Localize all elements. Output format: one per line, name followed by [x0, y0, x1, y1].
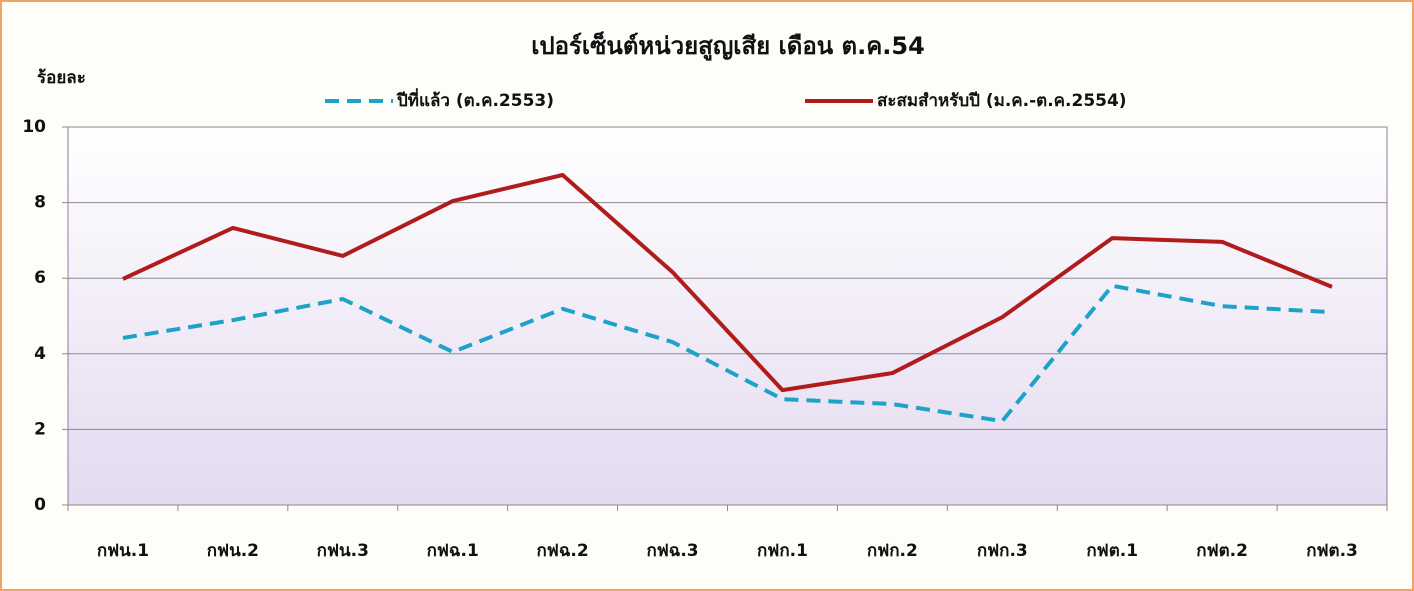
plot-area [67, 126, 1388, 506]
series-line [122, 283, 1333, 424]
y-tick-label: 6 [34, 268, 46, 288]
x-tick-label: กฟน.2 [207, 541, 259, 561]
x-tick-label: กฟฉ.2 [537, 541, 589, 561]
x-tick-label: กฟต.1 [1086, 541, 1138, 561]
y-tick-label: 4 [34, 344, 46, 364]
y-tick-label: 10 [22, 117, 46, 137]
series-line [122, 173, 1333, 393]
legend-label: สะสมสำหรับปี (ม.ค.-ต.ค.2554) [877, 90, 1127, 111]
y-tick-label: 8 [34, 193, 46, 213]
x-tick-label: กฟฉ.3 [646, 541, 698, 561]
x-tick-label: กฟก.2 [867, 541, 918, 561]
x-tick-label: กฟน.1 [97, 541, 149, 561]
chart-title: เปอร์เซ็นต์หน่วยสูญเสีย เดือน ต.ค.54 [531, 31, 925, 61]
x-tick-label: กฟต.3 [1306, 541, 1358, 561]
x-tick-label: กฟต.2 [1196, 541, 1248, 561]
x-tick-label: กฟก.3 [977, 541, 1028, 561]
y-tick-label: 2 [34, 419, 46, 439]
legend-label: ปีที่แล้ว (ต.ค.2553) [396, 88, 554, 111]
y-tick-label: 0 [34, 495, 46, 515]
x-tick-label: กฟก.1 [757, 541, 808, 561]
x-tick-label: กฟน.3 [317, 541, 369, 561]
x-tick-label: กฟฉ.1 [427, 541, 479, 561]
y-axis-label: ร้อยละ [37, 68, 86, 88]
